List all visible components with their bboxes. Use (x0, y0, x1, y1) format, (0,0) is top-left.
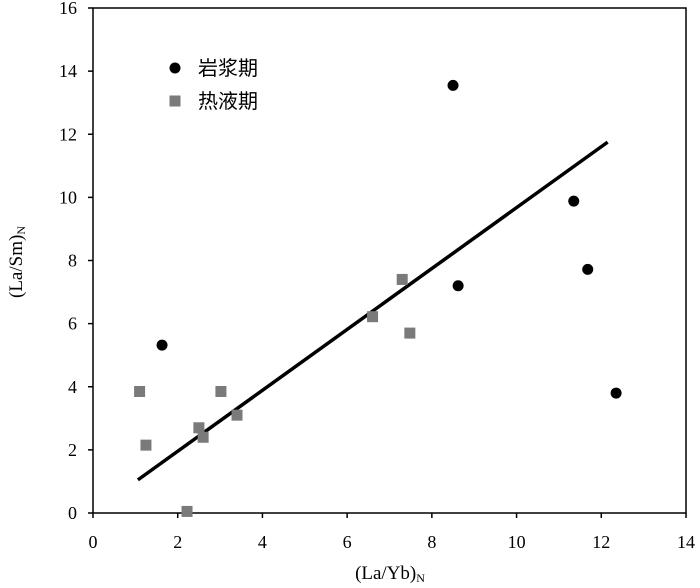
legend-entry: 热液期 (169, 89, 258, 113)
legend-square-marker (169, 95, 181, 107)
y-tick-label: 8 (68, 251, 77, 271)
circle-data-point (156, 339, 168, 351)
data-points (134, 79, 622, 517)
y-tick-label: 12 (59, 124, 77, 144)
legend-label: 热液期 (198, 89, 258, 113)
x-axis-label-subscript: N (416, 571, 425, 585)
square-data-point (140, 439, 152, 451)
x-axis-label: (La/Yb)N (355, 563, 425, 585)
x-tick-label: 8 (427, 532, 436, 552)
square-data-point (367, 311, 379, 323)
x-tick-label: 4 (258, 532, 267, 552)
circle-data-point (452, 280, 464, 292)
y-axis-label-main: (La/Sm) (6, 235, 27, 298)
y-axis-label: (La/Sm)N (6, 226, 28, 298)
circle-data-point (568, 195, 580, 207)
x-tick-label: 10 (508, 532, 526, 552)
square-data-point (215, 385, 227, 397)
square-data-point (197, 431, 209, 443)
y-tick-label: 0 (68, 503, 77, 523)
legend-label: 岩浆期 (198, 56, 258, 80)
axis-ticks: 0 2 4 6 8 10 12 14 0 2 4 6 8 10 12 14 16 (59, 0, 695, 552)
x-tick-label: 12 (592, 532, 610, 552)
y-tick-label: 2 (68, 440, 77, 460)
x-tick-label: 14 (677, 532, 695, 552)
x-tick-label: 6 (343, 532, 352, 552)
square-data-point (193, 422, 205, 434)
x-tick-label: 0 (89, 532, 98, 552)
y-tick-label: 14 (59, 61, 77, 81)
circle-data-point (582, 263, 594, 275)
x-axis-label-main: (La/Yb) (355, 563, 416, 584)
square-data-point (396, 273, 408, 285)
trendline-layer (136, 140, 609, 482)
legend-circle-marker (169, 62, 181, 74)
square-data-point (404, 327, 416, 339)
series-1 (156, 79, 622, 399)
x-tick-label: 2 (173, 532, 182, 552)
legend-entry: 岩浆期 (169, 56, 258, 80)
circle-data-point (447, 79, 459, 91)
circle-data-point (610, 387, 622, 399)
y-axis-label-subscript: N (14, 226, 28, 235)
square-data-point (231, 409, 243, 421)
y-tick-label: 6 (68, 314, 77, 334)
y-tick-label: 4 (68, 377, 77, 397)
series-2 (134, 273, 416, 517)
square-data-point (134, 385, 146, 397)
y-tick-label: 10 (59, 187, 77, 207)
plot-frame (92, 7, 687, 514)
y-tick-label: 16 (59, 0, 77, 18)
square-data-point (181, 505, 193, 517)
trendline (136, 140, 609, 482)
